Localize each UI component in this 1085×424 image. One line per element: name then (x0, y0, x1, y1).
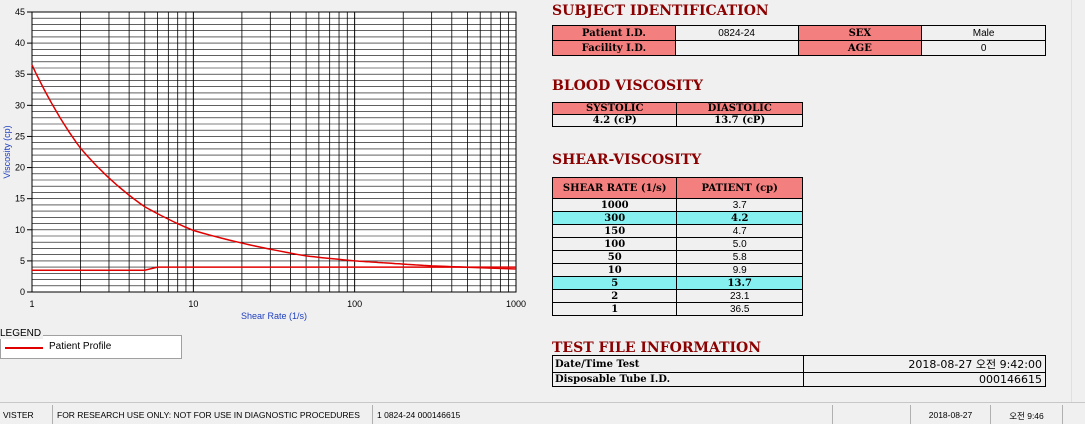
status-end (1062, 405, 1085, 424)
diastolic-value: 13.7 (cP) (676, 114, 803, 127)
shear-row: 2 23.1 (551, 289, 803, 303)
disposable-tube-id-label: Disposable Tube I.D. (552, 372, 804, 387)
age-value: 0 (921, 40, 1046, 56)
sex-label: SEX (797, 25, 923, 41)
date-time-test-value: 2018-08-27 오전 9:42:00 (803, 355, 1046, 373)
shear-row: 10 9.9 (551, 263, 803, 277)
shear-rate-cell: 2 (551, 289, 678, 303)
patient-value-cell: 13.7 (676, 276, 803, 290)
test-file-information-header: TEST FILE INFORMATION (552, 340, 762, 356)
shear-rate-cell: 5 (551, 276, 678, 290)
status-bar: VISTER FOR RESEARCH USE ONLY: NOT FOR US… (0, 402, 1085, 424)
y-tick-label: 25 (15, 131, 25, 141)
status-app-name: VISTER (3, 410, 34, 420)
subject-identification-header: SUBJECT IDENTIFICATION (552, 3, 769, 19)
status-notice: FOR RESEARCH USE ONLY: NOT FOR USE IN DI… (52, 405, 372, 424)
shear-row: 1000 3.7 (551, 198, 803, 212)
status-record: 1 0824-24 000146615 (372, 405, 832, 424)
sex-value: Male (921, 25, 1046, 41)
chart-svg: 0 5 10 15 20 25 30 35 40 45 1 10 100 1000 Shear Rate … (2, 7, 526, 321)
patient-id-value: 0824-24 (674, 25, 799, 41)
blood-viscosity-header: BLOOD VISCOSITY (552, 78, 704, 94)
viscosity-chart: 0 5 10 15 20 25 30 35 40 45 1 10 100 1000 Shear Rate … (0, 0, 547, 325)
diastolic-label: DIASTOLIC (676, 102, 803, 115)
y-tick-label: 45 (15, 7, 25, 17)
disposable-tube-id-value: 000146615 (803, 372, 1046, 387)
x-tick-label: 10 (188, 299, 198, 309)
shear-rate-header: SHEAR RATE (1/s) (551, 177, 678, 199)
shear-row: 100 5.0 (551, 237, 803, 251)
shear-row: 1 36.5 (551, 302, 803, 316)
y-tick-label: 0 (20, 287, 25, 297)
plot-area (31, 11, 517, 293)
shear-viscosity-header: SHEAR-VISCOSITY (552, 152, 702, 168)
patient-value-cell: 23.1 (676, 289, 803, 303)
x-tick-label: 100 (347, 299, 362, 309)
systolic-value: 4.2 (cP) (551, 114, 678, 127)
patient-value-cell: 5.0 (676, 237, 803, 251)
x-tick-label: 1 (29, 299, 34, 309)
test-file-table: Date/Time Test 2018-08-27 오전 9:42:00 Dis… (552, 355, 1046, 387)
shear-rate-cell: 1 (551, 302, 678, 316)
patient-value-cell: 3.7 (676, 198, 803, 212)
shear-row: 50 5.8 (551, 250, 803, 264)
shear-rate-cell: 150 (551, 224, 678, 238)
status-empty (832, 405, 910, 424)
y-tick-label: 15 (15, 194, 25, 204)
x-tick-label: 1000 (506, 299, 526, 309)
shear-rate-cell: 50 (551, 250, 678, 264)
shear-rate-cell: 300 (551, 211, 678, 225)
status-time: 오전 9:46 (990, 405, 1062, 424)
patient-cp-header: PATIENT (cp) (676, 177, 803, 199)
series-line-0 (31, 64, 517, 270)
legend-swatch (5, 347, 43, 349)
shear-row: 150 4.7 (551, 224, 803, 238)
status-date: 2018-08-27 (910, 405, 990, 424)
shear-rate-cell: 100 (551, 237, 678, 251)
x-axis-label: Shear Rate (1/s) (241, 311, 307, 321)
y-tick-label: 35 (15, 69, 25, 79)
y-tick-label: 20 (15, 163, 25, 173)
y-tick-label: 40 (15, 38, 25, 48)
shear-rate-cell: 10 (551, 263, 678, 277)
y-tick-label: 5 (20, 256, 25, 266)
y-tick-label: 10 (15, 225, 25, 235)
patient-value-cell: 4.2 (676, 211, 803, 225)
patient-value-cell: 9.9 (676, 263, 803, 277)
date-time-test-label: Date/Time Test (552, 355, 804, 373)
subject-table: Patient I.D. 0824-24 SEX Male Facility I… (552, 25, 1046, 56)
patient-value-cell: 5.8 (676, 250, 803, 264)
shear-rate-cell: 1000 (551, 198, 678, 212)
systolic-label: SYSTOLIC (551, 102, 678, 115)
facility-id-value (674, 40, 799, 56)
patient-value-cell: 4.7 (676, 224, 803, 238)
facility-id-label: Facility I.D. (552, 40, 676, 56)
legend-label: Patient Profile (49, 341, 112, 352)
vertical-scrollbar[interactable] (1071, 0, 1085, 402)
shear-row: 300 4.2 (551, 211, 803, 225)
shear-viscosity-table: SHEAR RATE (1/s) PATIENT (cp) 1000 3.7 300… (551, 177, 803, 316)
y-axis-label: Viscosity (cp) (2, 125, 12, 178)
y-tick-label: 30 (15, 100, 25, 110)
legend-title: LEGEND (0, 328, 44, 339)
patient-value-cell: 36.5 (676, 302, 803, 316)
blood-viscosity-table: SYSTOLIC DIASTOLIC 4.2 (cP) 13.7 (cP) (551, 102, 803, 127)
legend-box: Patient Profile (0, 335, 182, 359)
shear-row: 5 13.7 (551, 276, 803, 290)
series-line-1 (32, 266, 516, 271)
age-label: AGE (797, 40, 923, 56)
patient-id-label: Patient I.D. (552, 25, 676, 41)
